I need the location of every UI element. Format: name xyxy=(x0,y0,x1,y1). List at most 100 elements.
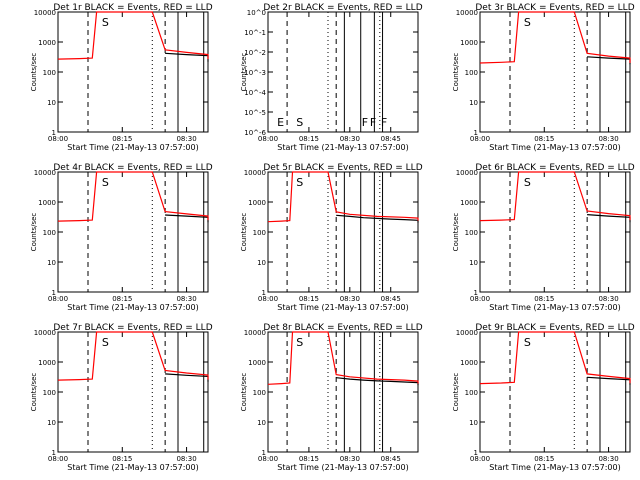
flag-label: S xyxy=(102,16,109,29)
lld-series-line xyxy=(479,11,631,64)
y-axis-label: Counts/sec xyxy=(452,373,460,412)
x-tick-label: 08:15 xyxy=(112,455,132,463)
flag-label: S xyxy=(102,176,109,189)
lld-series-line xyxy=(57,11,209,60)
events-series-line xyxy=(587,214,631,223)
x-tick-label: 08:30 xyxy=(598,135,618,143)
x-axis-label: Start Time (21-May-13 07:57:00) xyxy=(67,463,198,472)
y-tick-label: 10^-3 xyxy=(244,69,266,77)
y-axis-label: Counts/sec xyxy=(240,213,248,252)
events-series-line xyxy=(336,377,419,386)
flag-label: F xyxy=(362,116,368,129)
y-tick-label: 1 xyxy=(474,289,478,297)
flag-label: S xyxy=(524,336,531,349)
x-tick-label: 08:30 xyxy=(340,455,360,463)
y-tick-label: 100 xyxy=(43,229,56,237)
x-tick-label: 08:15 xyxy=(534,455,554,463)
lld-series-line xyxy=(267,171,419,223)
y-tick-label: 100 xyxy=(253,229,266,237)
plot-frame xyxy=(479,331,631,453)
x-tick-label: 08:00 xyxy=(48,295,68,303)
panel-title: Det 4r BLACK = Events, RED = LLD xyxy=(53,163,212,173)
y-tick-label: 10 xyxy=(47,259,56,267)
x-axis-label: Start Time (21-May-13 07:57:00) xyxy=(277,143,408,152)
x-axis-label: Start Time (21-May-13 07:57:00) xyxy=(489,143,620,152)
x-tick-label: 08:45 xyxy=(381,455,401,463)
y-tick-label: 1 xyxy=(52,449,56,457)
flag-label: S xyxy=(524,16,531,29)
y-tick-label: 100 xyxy=(465,69,478,77)
y-tick-label: 10 xyxy=(469,99,478,107)
x-tick-label: 08:15 xyxy=(112,295,132,303)
detector-panel: Det 3r BLACK = Events, RED = LLD 1 10 100 10… xyxy=(452,3,635,152)
detector-panel: Det 5r BLACK = Events, RED = LLD 1 10 100 10… xyxy=(240,163,423,312)
x-tick-label: 08:15 xyxy=(534,135,554,143)
y-tick-label: 1 xyxy=(262,449,266,457)
y-tick-label: 10 xyxy=(257,419,266,427)
y-tick-label: 1000 xyxy=(248,199,266,207)
flag-label: S xyxy=(296,336,303,349)
x-tick-label: 08:30 xyxy=(176,295,196,303)
y-tick-label: 10000 xyxy=(456,169,478,177)
panel-title: Det 7r BLACK = Events, RED = LLD xyxy=(53,323,212,333)
x-tick-label: 08:00 xyxy=(258,135,278,143)
y-tick-label: 10^-2 xyxy=(244,49,266,57)
events-series-line xyxy=(165,373,209,382)
panel-title: Det 6r BLACK = Events, RED = LLD xyxy=(475,163,634,173)
y-tick-label: 1 xyxy=(52,129,56,137)
x-tick-label: 08:30 xyxy=(176,135,196,143)
x-tick-label: 08:00 xyxy=(470,295,490,303)
lld-series-line xyxy=(479,171,631,222)
y-tick-label: 1 xyxy=(262,289,266,297)
y-tick-label: 100 xyxy=(43,389,56,397)
y-tick-label: 1000 xyxy=(38,199,56,207)
x-tick-label: 08:15 xyxy=(112,135,132,143)
y-tick-label: 10 xyxy=(257,259,266,267)
y-tick-label: 10000 xyxy=(244,329,266,337)
y-tick-label: 100 xyxy=(43,69,56,77)
y-tick-label: 1000 xyxy=(460,39,478,47)
y-tick-label: 10 xyxy=(469,419,478,427)
plot-frame xyxy=(267,171,419,293)
x-tick-label: 08:15 xyxy=(534,295,554,303)
panel-title: Det 3r BLACK = Events, RED = LLD xyxy=(475,3,634,13)
panel-title: Det 1r BLACK = Events, RED = LLD xyxy=(53,3,212,13)
plot-frame xyxy=(57,331,209,453)
x-tick-label: 08:15 xyxy=(299,135,319,143)
flag-label: S xyxy=(524,176,531,189)
y-tick-label: 10000 xyxy=(34,169,56,177)
lld-series-line xyxy=(57,171,209,222)
plot-frame xyxy=(267,331,419,453)
y-tick-label: 10^-1 xyxy=(244,29,266,37)
plot-frame xyxy=(267,11,419,133)
y-tick-label: 10000 xyxy=(456,9,478,17)
y-axis-label: Counts/sec xyxy=(240,53,248,92)
flag-label: E xyxy=(277,116,284,129)
x-axis-label: Start Time (21-May-13 07:57:00) xyxy=(277,303,408,312)
x-tick-label: 08:00 xyxy=(258,295,278,303)
flag-label: S xyxy=(102,336,109,349)
y-axis-label: Counts/sec xyxy=(30,373,38,412)
x-tick-label: 08:30 xyxy=(598,295,618,303)
events-series-line xyxy=(165,52,209,62)
events-series-line xyxy=(336,214,419,223)
x-tick-label: 08:00 xyxy=(470,135,490,143)
flag-label: S xyxy=(296,176,303,189)
lld-series-line xyxy=(479,331,631,385)
detector-panel: Det 4r BLACK = Events, RED = LLD 1 10 100 10… xyxy=(30,163,213,312)
x-axis-label: Start Time (21-May-13 07:57:00) xyxy=(67,143,198,152)
lld-series-line xyxy=(267,331,419,385)
x-axis-label: Start Time (21-May-13 07:57:00) xyxy=(277,463,408,472)
y-tick-label: 100 xyxy=(253,389,266,397)
panel-title: Det 9r BLACK = Events, RED = LLD xyxy=(475,323,634,333)
y-axis-label: Counts/sec xyxy=(30,53,38,92)
y-tick-label: 10^0 xyxy=(247,9,266,17)
x-tick-label: 08:15 xyxy=(299,295,319,303)
panel-title: Det 8r BLACK = Events, RED = LLD xyxy=(263,323,422,333)
y-tick-label: 1000 xyxy=(460,199,478,207)
y-axis-label: Counts/sec xyxy=(452,53,460,92)
panel-title: Det 5r BLACK = Events, RED = LLD xyxy=(263,163,422,173)
x-tick-label: 08:00 xyxy=(258,455,278,463)
y-tick-label: 100 xyxy=(465,389,478,397)
